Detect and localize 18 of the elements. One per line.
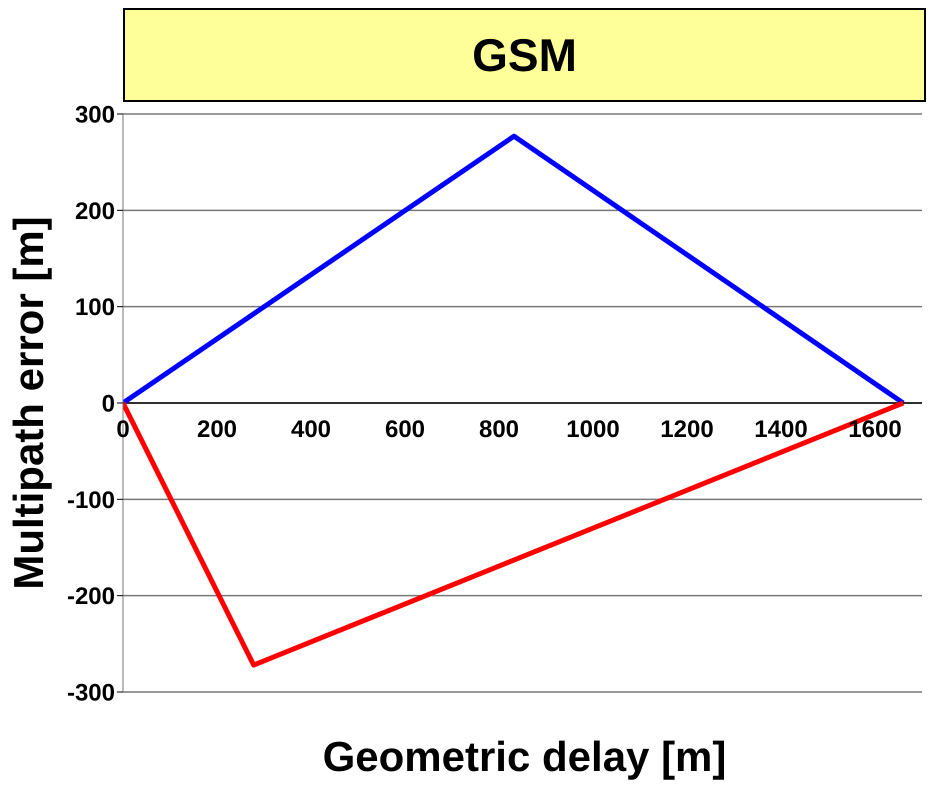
- y-tick-label: -100: [66, 486, 115, 514]
- x-axis-title: Geometric delay [m]: [322, 733, 726, 780]
- x-tick-label: 600: [384, 416, 426, 443]
- x-tick-label: 1200: [660, 416, 714, 443]
- x-tick-label: 1000: [566, 416, 620, 443]
- x-tick-label: 800: [478, 416, 520, 443]
- y-tick-label: -200: [66, 583, 115, 610]
- y-tick-label: 0: [102, 390, 115, 418]
- x-tick-label: 200: [196, 416, 238, 443]
- y-tick-label: 300: [74, 102, 115, 129]
- x-tick-label: 400: [290, 416, 332, 443]
- y-tick-label: 100: [74, 294, 115, 322]
- chart-title: GSM: [472, 28, 577, 82]
- x-tick-label: 1400: [754, 416, 808, 443]
- y-tick-label: -300: [66, 680, 115, 707]
- y-axis-title: Multipath error [m]: [4, 216, 52, 590]
- y-tick-label: 200: [74, 198, 115, 225]
- x-tick-label: 1600: [848, 416, 902, 443]
